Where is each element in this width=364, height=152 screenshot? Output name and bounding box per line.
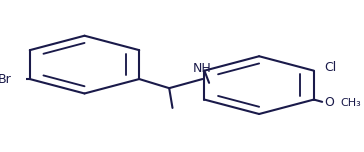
Text: Cl: Cl bbox=[324, 61, 336, 74]
Text: NH: NH bbox=[193, 62, 212, 75]
Text: O: O bbox=[324, 96, 334, 109]
Text: Br: Br bbox=[0, 73, 12, 86]
Text: CH₃: CH₃ bbox=[340, 98, 361, 108]
